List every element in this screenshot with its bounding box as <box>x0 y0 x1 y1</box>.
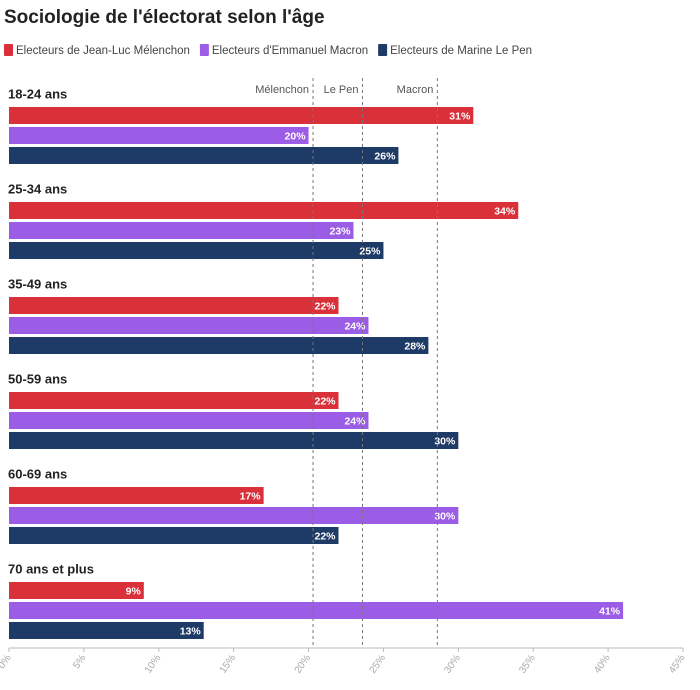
reference-label: Macron <box>397 84 434 96</box>
value-label: 28% <box>404 340 426 352</box>
value-label: 9% <box>126 585 142 597</box>
x-tick-label: 20% <box>293 653 314 676</box>
x-tick-label: 45% <box>667 653 688 676</box>
bar <box>9 202 519 219</box>
bar <box>9 242 384 259</box>
bar <box>9 147 399 164</box>
reference-label: Le Pen <box>324 84 359 96</box>
legend-label: Electeurs d'Emmanuel Macron <box>212 45 368 57</box>
legend-swatch <box>378 44 388 56</box>
category-label: 70 ans et plus <box>8 561 94 576</box>
value-label: 13% <box>180 625 202 637</box>
bar <box>9 127 309 144</box>
bar <box>9 317 369 334</box>
chart-title: Sociologie de l'électorat selon l'âge <box>4 7 325 28</box>
x-tick-label: 35% <box>517 653 538 676</box>
value-label: 24% <box>344 415 366 427</box>
bar <box>9 602 624 619</box>
bar <box>9 412 369 429</box>
x-tick-label: 30% <box>442 653 463 676</box>
value-label: 22% <box>314 300 336 312</box>
value-label: 23% <box>329 225 351 237</box>
category-label: 18-24 ans <box>8 86 67 101</box>
category-label: 50-59 ans <box>8 371 67 386</box>
value-label: 24% <box>344 320 366 332</box>
legend-label: Electeurs de Jean-Luc Mélenchon <box>16 45 190 57</box>
bar <box>9 432 459 449</box>
value-label: 22% <box>314 530 336 542</box>
bar <box>9 297 339 314</box>
x-tick-label: 15% <box>218 653 239 676</box>
category-label: 35-49 ans <box>8 276 67 291</box>
value-label: 34% <box>494 205 516 217</box>
value-label: 31% <box>449 110 471 122</box>
bar <box>9 622 204 639</box>
bar <box>9 527 339 544</box>
bar <box>9 222 354 239</box>
x-tick-label: 10% <box>143 653 164 676</box>
value-label: 22% <box>314 395 336 407</box>
legend-swatch <box>4 44 13 56</box>
value-label: 20% <box>285 130 307 142</box>
bar <box>9 337 429 354</box>
bar <box>9 582 144 599</box>
reference-label: Mélenchon <box>255 84 309 96</box>
value-label: 26% <box>374 150 396 162</box>
bar <box>9 392 339 409</box>
x-tick-label: 0% <box>0 653 14 671</box>
value-label: 30% <box>434 510 456 522</box>
x-tick-label: 5% <box>71 653 88 671</box>
bar <box>9 107 474 124</box>
value-label: 30% <box>434 435 456 447</box>
x-tick-label: 25% <box>368 653 389 676</box>
category-label: 25-34 ans <box>8 181 67 196</box>
value-label: 41% <box>599 605 621 617</box>
bar <box>9 487 264 504</box>
x-tick-label: 40% <box>592 653 613 676</box>
legend-label: Electeurs de Marine Le Pen <box>390 45 532 57</box>
value-label: 25% <box>359 245 381 257</box>
value-label: 17% <box>240 490 262 502</box>
bar <box>9 507 459 524</box>
legend-swatch <box>199 44 209 56</box>
category-label: 60-69 ans <box>8 466 67 481</box>
